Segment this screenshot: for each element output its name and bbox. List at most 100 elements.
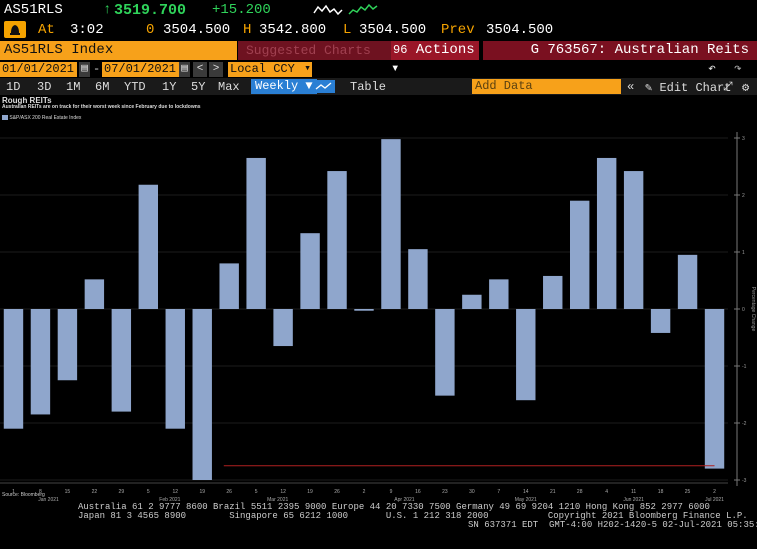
currency-select[interactable]: Local CCY xyxy=(228,62,307,77)
start-calendar-icon[interactable]: ▤ xyxy=(79,62,90,77)
chart-title: Rough REITs xyxy=(2,96,52,105)
x-tick-label: 1 xyxy=(12,489,15,495)
prev-period-icon[interactable]: < xyxy=(193,62,207,77)
tab-1m[interactable]: 1M xyxy=(66,80,81,94)
price-change: +15.200 xyxy=(212,2,271,18)
bar xyxy=(84,279,105,309)
chart-legend: S&P/ASX 200 Real Estate Index xyxy=(2,115,81,121)
x-month-label: Jun 2021 xyxy=(623,497,644,503)
bar xyxy=(327,171,347,309)
y-tick-label: -2 xyxy=(742,421,747,427)
x-tick-label: 19 xyxy=(199,489,205,495)
range-tab-bar: 1D 3D 1M 6M YTD 1Y 5Y Max Weekly ▼ Table… xyxy=(0,78,757,95)
line-chart-icon[interactable] xyxy=(313,80,335,93)
legend-swatch xyxy=(2,115,8,121)
x-tick-label: 12 xyxy=(280,489,286,495)
x-month-label: May 2021 xyxy=(515,497,537,503)
chart-subtitle: Australian REITs are on track for their … xyxy=(2,104,201,110)
x-tick-label: 2 xyxy=(713,489,716,495)
bar xyxy=(623,171,644,309)
x-tick-label: 26 xyxy=(334,489,340,495)
chevron-down-icon: ▾ xyxy=(391,61,400,77)
add-data-input[interactable]: Add Data xyxy=(472,79,621,94)
low-price: 3504.500 xyxy=(359,22,427,38)
tab-3d[interactable]: 3D xyxy=(37,80,52,94)
tab-1y[interactable]: 1Y xyxy=(162,80,177,94)
bar xyxy=(596,157,617,309)
x-tick-label: 21 xyxy=(550,489,556,495)
x-tick-label: 22 xyxy=(92,489,98,495)
start-date-input[interactable]: 01/01/2021 xyxy=(0,62,77,77)
alert-icon[interactable] xyxy=(4,21,26,38)
x-tick-label: 5 xyxy=(255,489,258,495)
chart-name: G 763567: Australian Reits xyxy=(530,42,749,58)
tab-5y[interactable]: 5Y xyxy=(191,80,206,94)
footer-line-1: Australia 61 2 9777 8600 Brazil 5511 239… xyxy=(78,502,710,512)
x-month-label: Feb 2021 xyxy=(159,497,180,503)
y-axis-title: Percentage Change xyxy=(750,287,756,332)
bar xyxy=(354,309,374,311)
x-tick-label: 29 xyxy=(119,489,125,495)
chart-name-field[interactable]: G 763567: Australian Reits xyxy=(483,41,757,60)
edit-chart-button[interactable]: ✎ Edit Chart xyxy=(645,80,731,95)
end-date-input[interactable]: 07/01/2021 xyxy=(102,62,180,77)
undo-icon[interactable]: ↶ xyxy=(708,61,716,76)
x-tick-label: 28 xyxy=(577,489,583,495)
actions-menu[interactable]: 96 Actions ▾ xyxy=(391,41,479,77)
bar xyxy=(219,263,239,309)
bar xyxy=(650,309,671,333)
bar xyxy=(489,279,509,309)
quote-bar: AS51RLS ↑ 3519.700 +15.200 xyxy=(0,0,757,20)
sparkline-white-icon xyxy=(313,4,343,16)
next-period-icon[interactable]: > xyxy=(209,62,223,77)
ticker[interactable]: AS51RLS xyxy=(4,2,63,18)
tab-1d[interactable]: 1D xyxy=(6,80,21,94)
bar xyxy=(57,309,78,381)
x-tick-label: 23 xyxy=(442,489,448,495)
currency-dropdown-icon[interactable]: ▾ xyxy=(303,62,312,77)
x-tick-label: 5 xyxy=(147,489,150,495)
bar xyxy=(30,309,51,415)
bar xyxy=(300,233,320,309)
high-label: H xyxy=(243,22,252,38)
edit-chart-label: Edit Chart xyxy=(659,81,732,95)
prev-price: 3504.500 xyxy=(486,22,554,38)
x-tick-label: 11 xyxy=(631,489,636,495)
open-price: 3504.500 xyxy=(163,22,231,38)
x-month-label: Jul 2021 xyxy=(705,497,724,503)
bar xyxy=(435,309,455,396)
high-price: 3542.800 xyxy=(259,22,327,38)
tab-max[interactable]: Max xyxy=(218,80,240,94)
x-tick-label: 9 xyxy=(390,489,393,495)
x-tick-label: 26 xyxy=(226,489,232,495)
security-field[interactable]: AS51RLS Index xyxy=(0,41,237,60)
x-tick-label: 15 xyxy=(65,489,71,495)
expand-icon[interactable]: ⤢ xyxy=(723,80,733,94)
bar xyxy=(408,249,428,309)
prev-label: Prev xyxy=(441,22,475,38)
x-tick-label: 12 xyxy=(172,489,178,495)
security-bar: AS51RLS Index Suggested Charts 96 Action… xyxy=(0,41,757,77)
redo-icon[interactable]: ↷ xyxy=(734,61,742,76)
tab-ytd[interactable]: YTD xyxy=(124,80,146,94)
collapse-icon[interactable]: « xyxy=(627,80,635,94)
tab-6m[interactable]: 6M xyxy=(95,80,110,94)
gear-icon[interactable]: ⚙ xyxy=(742,81,750,95)
x-month-label: Apr 2021 xyxy=(394,497,415,503)
x-tick-label: 7 xyxy=(497,489,500,495)
x-tick-label: 4 xyxy=(605,489,608,495)
x-month-label: Mar 2021 xyxy=(267,497,288,503)
x-tick-label: 8 xyxy=(39,489,42,495)
suggested-charts-button[interactable]: Suggested Charts xyxy=(238,41,396,60)
x-tick-label: 16 xyxy=(415,489,421,495)
bar xyxy=(516,309,536,401)
end-calendar-icon[interactable]: ▤ xyxy=(179,62,190,77)
bars xyxy=(3,139,725,480)
table-button[interactable]: Table xyxy=(350,80,387,94)
actions-label: Actions xyxy=(415,42,475,58)
period-select[interactable]: Weekly ▼ xyxy=(251,79,317,94)
x-tick-label: 19 xyxy=(307,489,313,495)
x-tick-label: 30 xyxy=(469,489,475,495)
y-tick-label: -3 xyxy=(742,478,747,484)
